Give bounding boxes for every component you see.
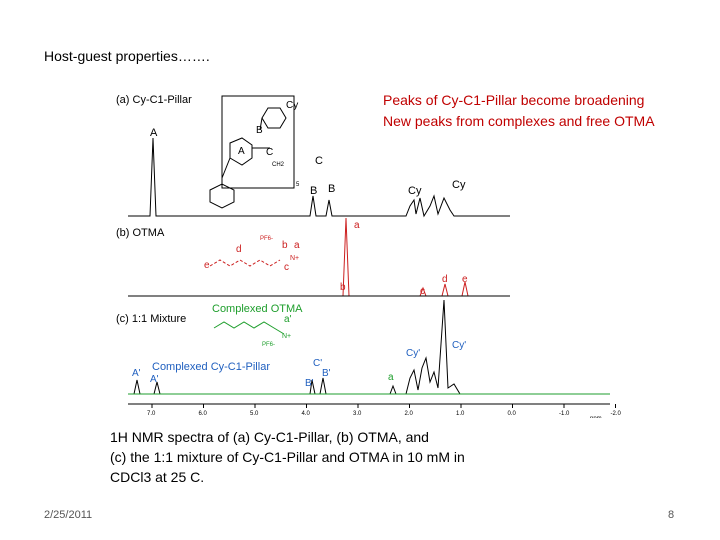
peak-c-label-cy2: Cy' [452,340,466,351]
struct-label-c: C [266,147,273,158]
slide-title: Host-guest properties……. [44,48,210,64]
spectrum-trace-b [128,217,510,297]
spectrum-trace-c [128,299,510,395]
ppm-unit-label: ppm [590,416,602,418]
struct-b-a: a [294,240,300,251]
ppm-tick-label: 6.0 [199,411,208,417]
peak-b-label-e: e [462,274,468,285]
struct-b-pf6: PF6- [260,236,273,242]
ppm-tick-label: 5.0 [250,411,259,417]
peak-a-label-cy1: Cy [408,185,422,197]
peak-c-label-cy1: Cy' [406,348,420,359]
ppm-tick-label: 2.0 [405,411,414,417]
ppm-tick-label: 3.0 [353,411,362,417]
otma-chain [209,259,281,267]
pillar-structure [209,95,295,209]
annotation-text: Peaks of Cy-C1-Pillar become broadening … [383,90,655,132]
complexed-pillar-label: Complexed Cy-C1-Pillar [152,361,270,373]
struct-b-d: d [236,244,242,255]
struct-c-a: a' [284,314,292,325]
peak-a-label-B2: B [328,183,335,195]
spectrum-label-c: (c) 1:1 Mixture [116,313,186,325]
peak-c-label-a: a [388,372,394,383]
peak-a-label-A: A [150,127,158,139]
peak-b-label-d: d [442,274,448,285]
peak-c-label-C: C' [313,358,322,369]
struct-label-5: 5 [296,182,300,188]
peak-b-label-c: c [420,286,425,297]
struct-label-cy: Cy [286,100,298,111]
struct-b-n: N+ [290,255,299,262]
caption-line-1: 1H NMR spectra of (a) Cy-C1-Pillar, (b) … [110,429,429,445]
annotation-line-2: New peaks from complexes and free OTMA [383,113,655,129]
ppm-ticks: 7.0 6.0 5.0 4.0 3.0 2.0 1.0 0.0 -1.0 -2.0 [147,404,622,417]
otma-chain-c [213,321,285,335]
caption-line-3: CDCl3 at 25 C. [110,469,205,485]
struct-label-a: A [238,146,245,157]
slide-date: 2/25/2011 [44,509,93,521]
struct-c-pf6: PF6- [262,342,275,348]
ppm-tick-label: -1.0 [559,411,570,417]
peak-c-label-A1: A' [132,368,141,379]
ppm-tick-label: 0.0 [508,411,517,417]
peak-b-label-a: a [354,220,360,231]
annotation-line-1: Peaks of Cy-C1-Pillar become broadening [383,92,645,108]
ppm-tick-label: 1.0 [456,411,465,417]
peak-c-label-B2: B' [322,368,331,379]
peak-a-label-cy2: Cy [452,179,466,191]
nmr-figure: (a) Cy-C1-Pillar Cy B A C CH2 5 A C B B … [116,94,622,418]
peak-c-label-A2: A' [150,374,159,385]
spectrum-label-a: (a) Cy-C1-Pillar [116,94,192,106]
complexed-otma-label: Complexed OTMA [212,303,303,315]
peak-c-label-B1: B' [305,378,314,389]
struct-b-b: b [282,240,288,251]
ppm-tick-label: 7.0 [147,411,156,417]
spectrum-label-b: (b) OTMA [116,227,165,239]
struct-b-c: c [284,262,289,273]
ppm-tick-label: -2.0 [611,411,622,417]
ppm-tick-label: 4.0 [302,411,311,417]
peak-a-label-B1: B [310,185,317,197]
caption-line-2: (c) the 1:1 mixture of Cy-C1-Pillar and … [110,449,465,465]
figure-caption: 1H NMR spectra of (a) Cy-C1-Pillar, (b) … [110,427,540,487]
struct-b-e: e [204,260,210,271]
peak-a-label-C: C [315,155,323,167]
slide-page-number: 8 [668,509,675,521]
peak-b-label-b: b [340,282,346,293]
spectrum-trace-a [128,137,510,218]
struct-c-n: N+ [282,333,291,340]
struct-label-ch2: CH2 [272,162,285,168]
struct-label-b: B [256,125,263,136]
